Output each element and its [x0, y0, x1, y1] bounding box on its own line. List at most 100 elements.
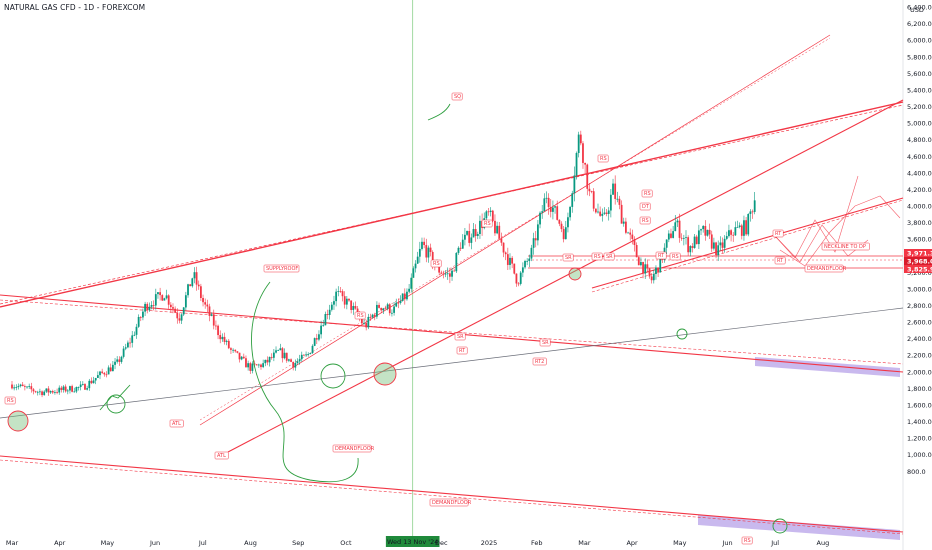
annotation-box: [4, 396, 16, 405]
candle-body: [94, 377, 97, 381]
candle-body: [157, 292, 159, 295]
candle-body: [300, 354, 303, 360]
neckline-dashed: [591, 199, 904, 293]
supply-roof-curve: [251, 281, 359, 483]
candle-body: [343, 296, 346, 305]
candle-body: [105, 374, 108, 376]
candle-body: [247, 363, 250, 368]
long-term-support-line: [0, 307, 904, 419]
candle-body: [58, 387, 61, 393]
candle-body: [697, 230, 700, 245]
candle-body: [502, 242, 505, 253]
candle-body: [588, 188, 591, 192]
candle-body: [131, 335, 134, 343]
candle-body: [279, 348, 282, 351]
candle-body: [206, 304, 209, 307]
candle-body: [219, 335, 222, 340]
candle-body: [425, 245, 428, 258]
candle-body: [253, 363, 256, 365]
candle-body: [412, 268, 415, 278]
candle-body: [45, 388, 48, 392]
y-tick-label: 5,800.0: [907, 53, 932, 61]
candle-body: [268, 356, 271, 363]
candle-body: [290, 359, 292, 362]
candle-body: [339, 291, 342, 292]
x-tick-label: Apr: [626, 539, 638, 547]
x-tick-label: 2025: [481, 539, 498, 547]
candle-body: [129, 342, 131, 344]
candle-body: [199, 286, 202, 299]
candle-body: [217, 325, 219, 336]
candle-body: [622, 221, 625, 224]
candle-body: [571, 193, 574, 207]
annotation-label: ATL: [172, 421, 181, 427]
cursor-date-label: Wed 13 Nov '24: [387, 538, 438, 546]
candle-body: [135, 326, 138, 335]
candle-body: [680, 237, 683, 239]
candle-body: [238, 352, 241, 360]
candle-body: [124, 347, 127, 349]
candle-body: [225, 340, 228, 342]
candle-body: [152, 305, 155, 306]
candle-body: [532, 238, 535, 248]
annotation-box: [562, 253, 574, 262]
annotation-label: RS: [433, 261, 440, 267]
annotation-label: RT: [658, 253, 665, 259]
candle-body: [187, 284, 189, 296]
annotation-box: [603, 252, 615, 261]
candle-body: [215, 325, 217, 327]
candle-body: [644, 264, 647, 274]
candle-body: [272, 352, 275, 358]
candle-body: [554, 206, 556, 208]
candle-body: [646, 264, 649, 269]
candle-body: [513, 263, 516, 274]
candle-body: [730, 230, 732, 235]
candle-body: [515, 273, 518, 284]
candle-body: [689, 246, 692, 253]
candle-body: [464, 234, 466, 240]
annotation-box: [639, 216, 651, 225]
candle-body: [416, 256, 419, 264]
candle-body: [631, 234, 634, 239]
candle-body: [721, 242, 724, 248]
x-tick-label: Sep: [292, 539, 304, 547]
candle-body: [363, 322, 365, 324]
candle-body: [230, 348, 232, 350]
candle-body: [92, 380, 95, 384]
candle-body: [180, 314, 183, 321]
current-price-tag: [904, 249, 932, 257]
y-tick-label: 5,200.0: [907, 103, 932, 111]
candle-body: [618, 198, 621, 205]
candle-body: [77, 387, 80, 388]
candle-body: [240, 356, 243, 360]
current-price-label: 3,825.9: [907, 266, 932, 274]
candle-body: [34, 391, 37, 393]
y-tick-label: 2,200.0: [907, 352, 932, 360]
annotation-box: [774, 256, 786, 265]
candle-body: [139, 316, 142, 318]
candle-body: [624, 221, 627, 233]
candle-body: [127, 342, 129, 348]
candle-body: [150, 305, 153, 307]
annotation-box: [481, 219, 493, 228]
annotation-label: NECKLINE TO DP: [824, 244, 866, 250]
candle-body: [109, 367, 112, 372]
candle-body: [685, 237, 687, 239]
candle-body: [524, 260, 526, 268]
candle-body: [414, 263, 417, 269]
candle-body: [403, 293, 406, 300]
candle-body: [318, 334, 320, 340]
candle-body: [470, 237, 473, 243]
annotation-label: RS: [642, 218, 649, 224]
candle-body: [560, 223, 563, 230]
candle-body: [382, 308, 385, 311]
annotation-box: [429, 498, 469, 507]
candle-body: [354, 306, 357, 309]
annotation-label: RS: [357, 313, 364, 319]
projection-path: [779, 195, 901, 267]
candle-body: [745, 220, 748, 235]
candle-body: [182, 307, 185, 315]
candle-body: [648, 268, 651, 277]
annotation-box: [641, 189, 653, 198]
